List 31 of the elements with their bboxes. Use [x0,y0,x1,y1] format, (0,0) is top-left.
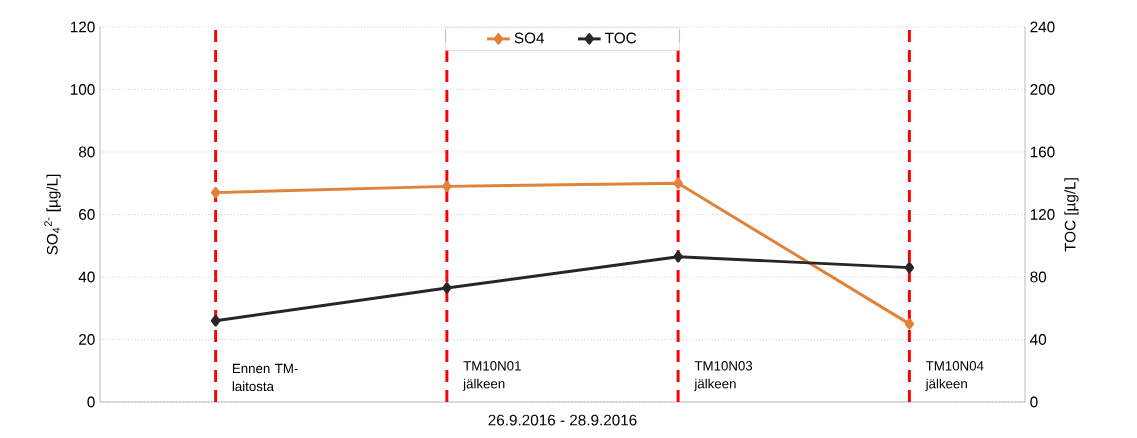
y2-tick-label: 200 [1030,84,1055,95]
x-tick-label: TM10N03 jälkeen [694,361,753,392]
y2-tick-label: 120 [1030,209,1055,220]
y-axis-title: SO$_{4}$$^{2-}$ [µg/L] [44,174,61,255]
y-tick-label: 0 [87,396,95,408]
point [673,177,683,189]
point [673,250,683,263]
point [904,261,915,274]
y2-tick-label: 160 [1030,146,1055,158]
y-tick-label: 40 [78,271,95,283]
y2-tick-label: 40 [1030,334,1047,345]
y-tick-label: 60 [79,209,95,220]
point [210,186,221,199]
point [442,282,452,294]
x-tick-label: Ennen TM-laitosta [232,363,298,392]
y2-tick-label: 80 [1030,271,1047,283]
y-tick-label: 20 [79,334,95,345]
y-tick-label: 100 [70,84,95,95]
y-tick-label: 120 [70,21,95,33]
x-tick-label: TM10N01 jälkeen [462,361,521,392]
legend-label: SO4 [514,32,545,44]
y2-axis-title: TOC [µg/L] [1064,178,1079,252]
y2-tick-label: 240 [1030,21,1055,33]
x-axis-title: 26.9.2016 - 28.9.2016 [488,414,637,426]
y-tick-label: 80 [78,146,95,158]
y2-tick-label: 0 [1030,396,1038,408]
point [904,318,915,330]
point [442,180,452,193]
point [210,315,221,327]
legend-label: TOC [605,32,637,44]
x-tick-label: TM10N04 jälkeen [925,361,984,392]
